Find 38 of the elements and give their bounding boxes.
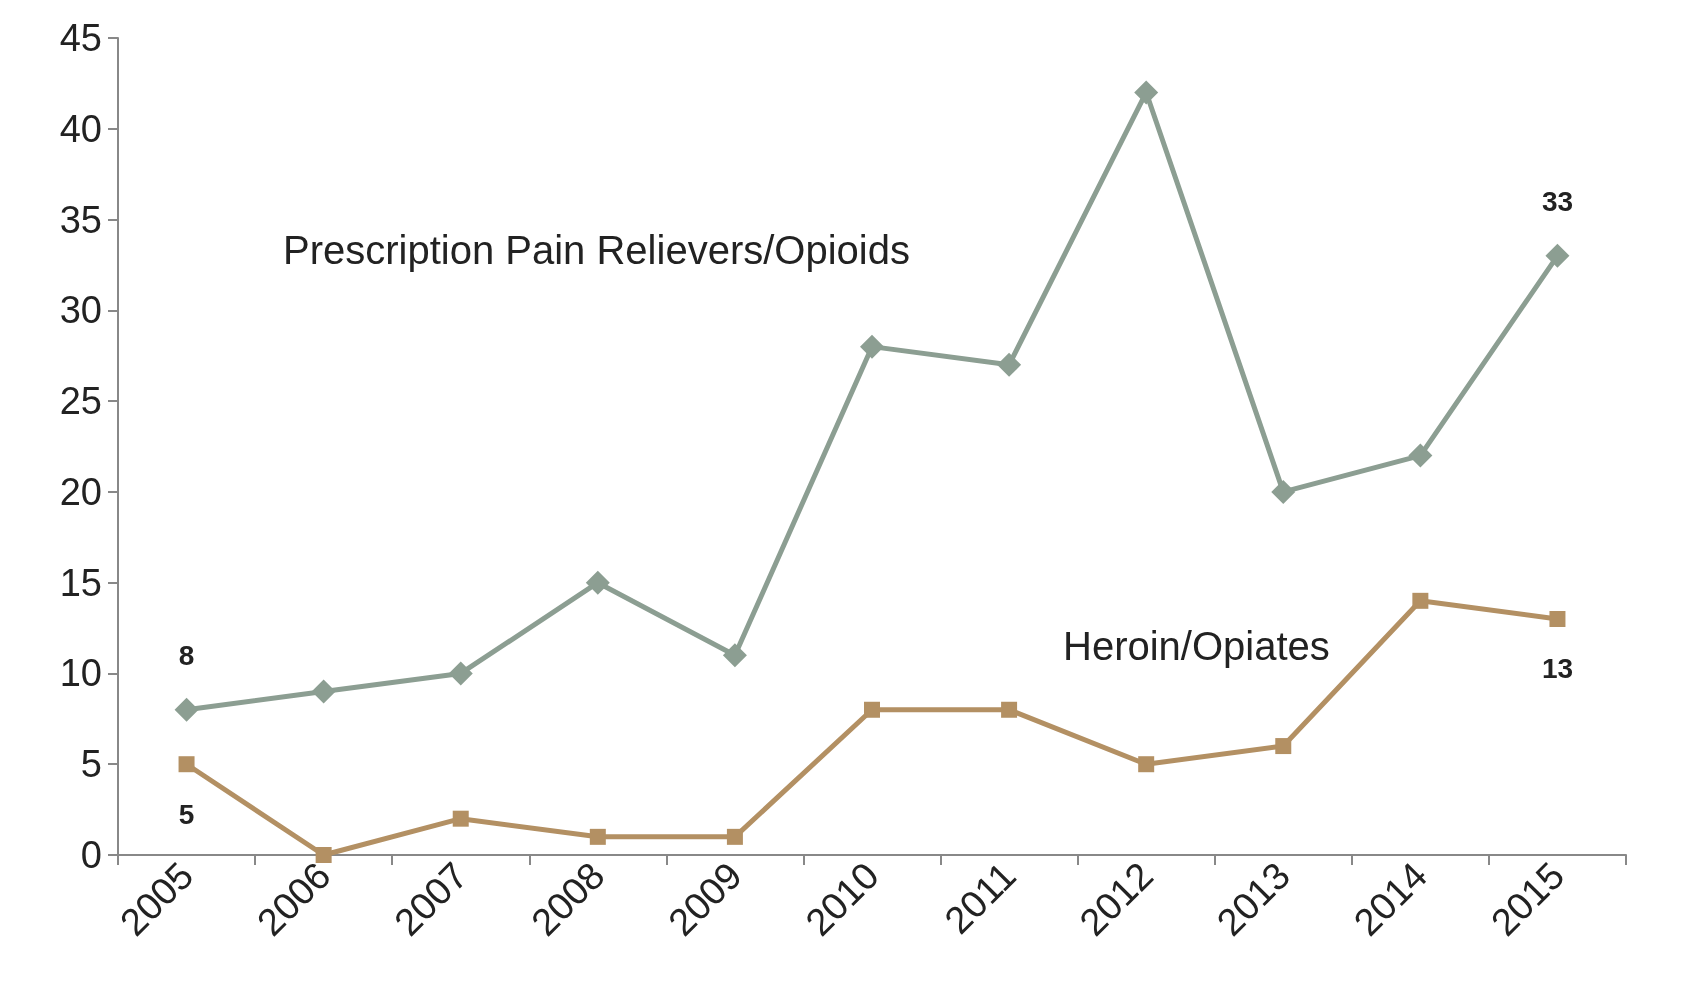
point [178,756,195,773]
y-tick-label: 5 [80,743,102,786]
point [1275,738,1292,755]
y-tick-label: 10 [59,652,102,695]
point [864,701,880,718]
point [448,661,473,686]
y-tick-label: 25 [59,380,102,423]
point [726,828,743,845]
y-tick-label: 40 [59,107,102,150]
point [1138,756,1155,773]
y-tick-label: 30 [59,289,102,332]
point [1545,243,1570,268]
point [1412,592,1429,609]
point [860,334,884,359]
data-label: 13 [1541,653,1574,685]
point [585,570,610,595]
point [589,828,606,845]
point [1271,479,1296,504]
point [722,643,747,668]
series-label: Prescription Pain Relievers/Opioids [283,228,910,272]
point [315,847,332,863]
y-tick-label: 20 [59,470,102,513]
y-tick-label: 0 [80,834,102,876]
series-label: Heroin/Opiates [1063,624,1330,668]
y-tick-label: 35 [59,198,102,241]
point [311,679,336,704]
point [1549,610,1566,627]
point [997,352,1022,377]
point [1408,443,1433,468]
y-tick-label: 15 [59,561,102,604]
data-label: 8 [178,640,195,672]
point [1001,701,1018,718]
point [452,810,469,827]
data-label: 5 [178,798,195,830]
y-tick-label: 45 [59,17,102,59]
point [1134,80,1159,105]
data-label: 33 [1541,186,1574,218]
point [174,697,199,722]
